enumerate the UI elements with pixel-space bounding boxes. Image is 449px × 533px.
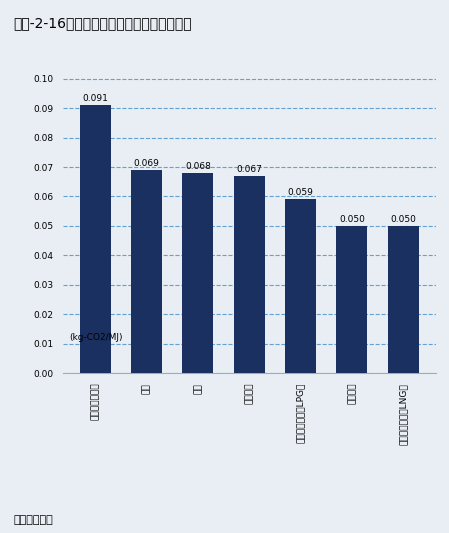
Text: 0.059: 0.059 [288, 188, 313, 197]
Bar [336, 226, 367, 373]
Text: 0.050: 0.050 [390, 215, 416, 224]
Text: (kg-CO2/MJ): (kg-CO2/MJ) [70, 333, 123, 342]
Bar [234, 176, 264, 373]
Text: 0.067: 0.067 [236, 165, 262, 174]
Bar [131, 170, 162, 373]
Bar [285, 199, 316, 373]
Text: 0.091: 0.091 [82, 94, 108, 103]
Bar [182, 173, 213, 373]
Text: 0.069: 0.069 [134, 159, 159, 168]
Text: 資料：環境省: 資料：環境省 [13, 515, 53, 525]
Text: 図序-2-16　主な燃料の二酸化炭素排出係数: 図序-2-16 主な燃料の二酸化炭素排出係数 [13, 16, 192, 30]
Bar [80, 105, 110, 373]
Text: 0.050: 0.050 [339, 215, 365, 224]
Text: 0.068: 0.068 [185, 162, 211, 171]
Bar [388, 226, 418, 373]
